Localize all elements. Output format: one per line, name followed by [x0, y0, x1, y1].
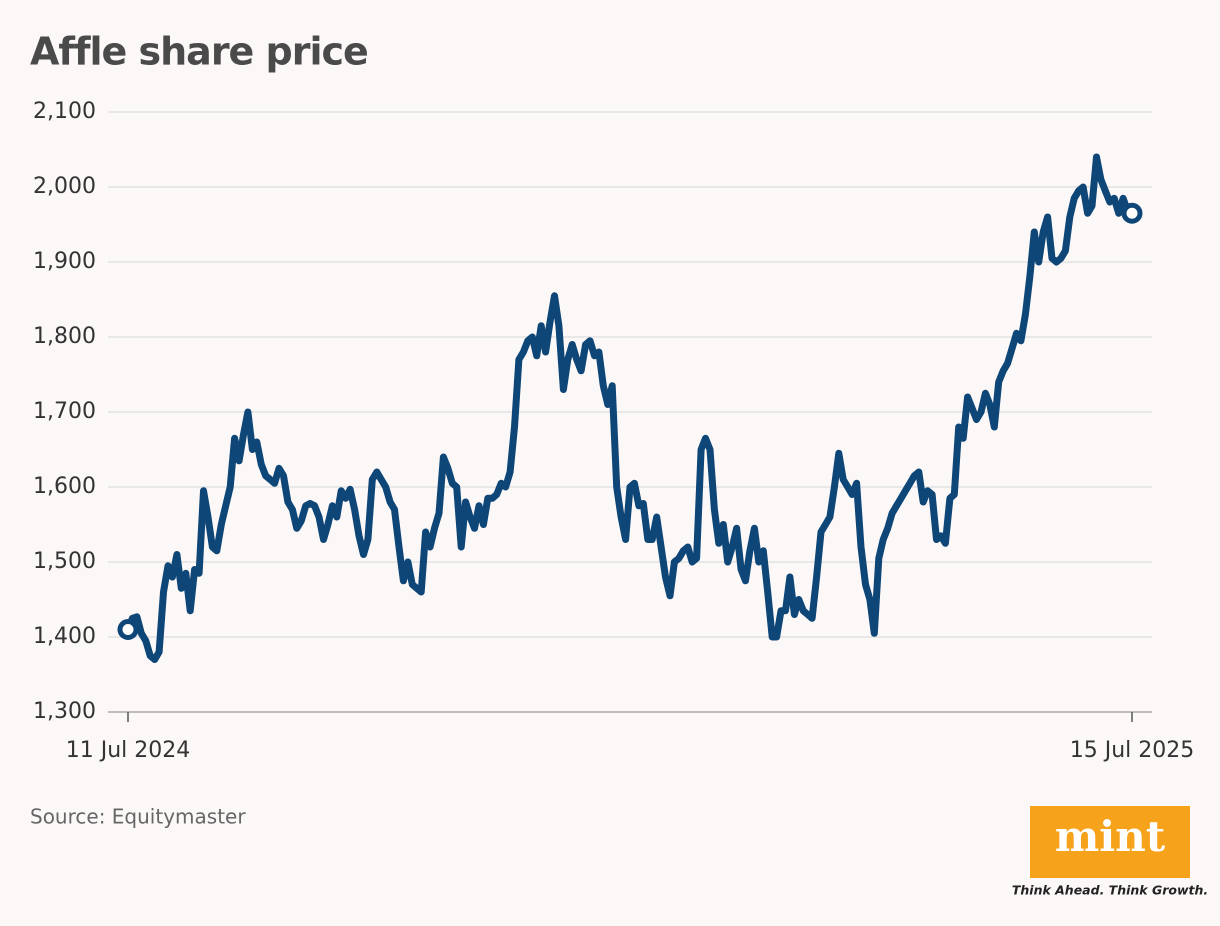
x-tick-label: 15 Jul 2025: [1070, 738, 1195, 763]
y-tick-label: 1,400: [33, 624, 96, 649]
y-tick-label: 1,300: [33, 699, 96, 724]
y-tick-label: 1,500: [33, 549, 96, 574]
chart-title: Affle share price: [30, 30, 368, 74]
x-tick-label: 11 Jul 2024: [66, 738, 191, 763]
logo-box: [1030, 806, 1190, 878]
price-line: [124, 153, 1136, 663]
end-marker: [1121, 202, 1143, 224]
logo: mint Think Ahead. Think Growth.: [1012, 806, 1208, 898]
y-tick-label: 2,000: [33, 174, 96, 199]
y-tick-label: 1,900: [33, 249, 96, 274]
source-note: Source: Equitymaster: [30, 805, 246, 829]
logo-text: mint: [1055, 812, 1166, 861]
y-tick-label: 1,700: [33, 399, 96, 424]
y-tick-label: 2,100: [33, 99, 96, 124]
y-tick-label: 1,800: [33, 324, 96, 349]
logo-tagline: Think Ahead. Think Growth.: [1012, 883, 1208, 898]
y-tick-label: 1,600: [33, 474, 96, 499]
end-marker: [117, 619, 139, 640]
